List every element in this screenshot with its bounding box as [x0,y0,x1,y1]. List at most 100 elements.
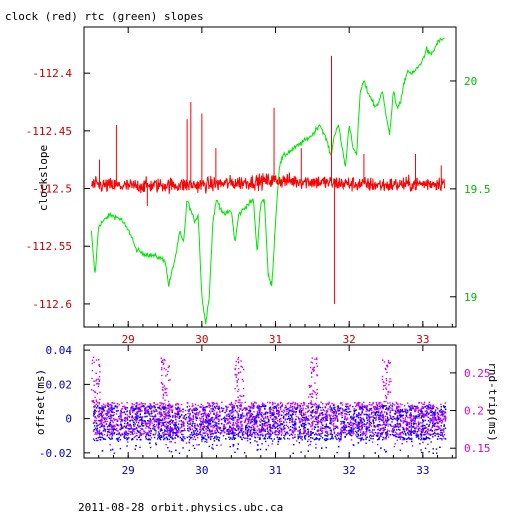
offset-point [214,437,216,439]
rndtrip-point [373,423,375,425]
offset-point [189,434,191,436]
top-yr-tick-label: 20 [464,75,477,88]
rndtrip-point [409,432,412,434]
rndtrip-point [125,430,127,432]
offset-point [392,430,395,432]
offset-point [419,433,422,436]
rndtrip-point [343,423,346,426]
offset-point [183,422,185,425]
offset-point [247,431,249,434]
offset-point [315,423,317,426]
offset-point [280,427,282,429]
offset-point [106,435,108,437]
offset-point [187,416,190,418]
offset-point [278,418,281,421]
rndtrip-point [275,430,277,433]
rndtrip-point [102,414,104,416]
rndtrip-point [249,408,251,410]
rndtrip-point [234,434,236,436]
rndtrip-point [401,432,403,434]
rndtrip-point [335,417,337,419]
rndtrip-point [264,422,266,424]
offset-point [124,413,127,415]
rndtrip-point [120,421,122,423]
rndtrip-point [353,414,355,416]
rndtrip-point [307,444,310,447]
rndtrip-point [222,430,225,432]
rndtrip-point [195,413,198,416]
offset-point [240,414,242,416]
offset-point [231,438,233,440]
rndtrip-point [401,416,403,418]
rndtrip-point [195,419,197,422]
offset-point [257,407,259,409]
rndtrip-point [153,420,155,422]
offset-point [182,447,184,449]
offset-point [365,442,367,444]
offset-point [444,408,447,411]
rndtrip-point [142,403,144,405]
rndtrip-point [344,415,346,417]
rndtrip-point [444,412,446,414]
rndtrip-point [244,431,247,433]
rndtrip-point [336,409,339,411]
offset-point [171,405,174,407]
rndtrip-point [241,420,243,423]
rndtrip-point [107,404,110,406]
offset-point [235,429,238,432]
rndtrip-point [380,407,382,409]
rndtrip-point [421,413,424,415]
rndtrip-point [204,411,206,413]
offset-point [262,426,264,429]
offset-point [428,437,430,439]
rndtrip-point [394,443,396,445]
offset-point [166,430,168,433]
rndtrip-point [408,417,411,419]
offset-point [119,428,121,431]
offset-point [150,432,152,434]
offset-point [288,417,291,420]
rndtrip-point [168,427,170,429]
rndtrip-point [313,404,315,406]
offset-point [366,417,368,419]
offset-point [106,414,108,417]
rndtrip-point [271,401,274,404]
rndtrip-point [274,433,276,436]
rndtrip-point [345,403,347,405]
offset-point [314,438,317,440]
offset-point [141,428,143,430]
offset-point [170,419,172,421]
rndtrip-point [114,404,117,407]
rndtrip-point [298,430,301,433]
offset-point [233,406,235,408]
rndtrip-point [135,402,137,404]
rndtrip-point [261,426,263,428]
rndtrip-point [128,430,130,432]
rndtrip-point [357,424,359,426]
offset-point [228,436,230,438]
rndtrip-point [202,422,204,425]
rndtrip-point [292,437,294,439]
offset-point [194,422,196,425]
offset-point [285,412,288,415]
offset-point [215,424,217,427]
offset-point [128,437,130,439]
offset-point [233,434,235,437]
rndtrip-point [306,405,308,407]
offset-point [171,406,173,409]
rndtrip-point [131,417,133,419]
rndtrip-point [341,404,344,406]
offset-point [108,417,110,419]
rndtrip-point [299,421,302,424]
rndtrip-point [263,436,266,439]
offset-point [403,437,406,440]
rndtrip-point [294,407,296,409]
offset-point [142,425,144,427]
rndtrip-point [268,433,270,436]
offset-point [400,414,402,416]
rndtrip-point [222,429,225,431]
rndtrip-point [302,412,305,414]
rndtrip-point [403,428,406,430]
offset-point [248,434,251,436]
offset-point [250,427,253,429]
